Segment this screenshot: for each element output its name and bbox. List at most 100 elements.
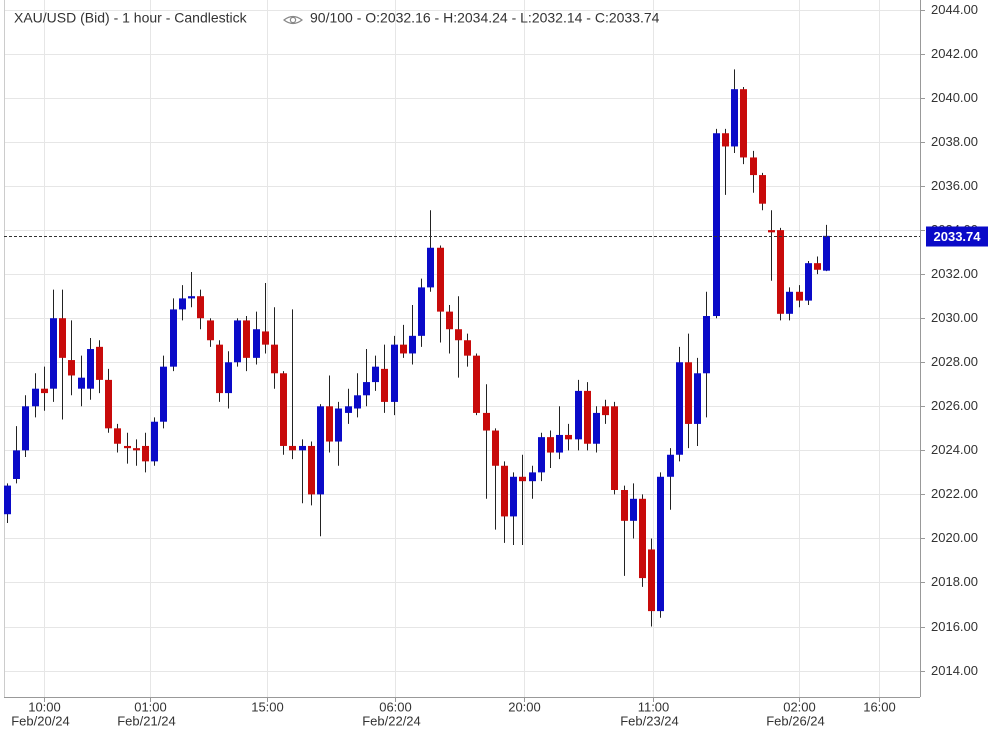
candle-body bbox=[418, 287, 425, 336]
candle-body bbox=[639, 498, 646, 579]
candle-body bbox=[584, 390, 591, 444]
y-tick-label: 2018.00 bbox=[931, 574, 978, 589]
candles bbox=[4, 69, 920, 627]
candle-body bbox=[124, 445, 131, 449]
y-tick-label: 2044.00 bbox=[931, 2, 978, 17]
candle-body bbox=[105, 379, 112, 429]
y-tick-label: 2038.00 bbox=[931, 134, 978, 149]
candle-body bbox=[694, 373, 701, 424]
candle-body bbox=[510, 476, 517, 517]
x-tick-label: 10:00 bbox=[28, 699, 61, 714]
candle-body bbox=[492, 430, 499, 466]
candle-body bbox=[280, 373, 287, 446]
candle-body bbox=[722, 133, 729, 147]
candle-body bbox=[299, 445, 306, 451]
last-price-tag bbox=[926, 226, 988, 247]
y-tick-label: 2024.00 bbox=[931, 442, 978, 457]
candle-body bbox=[151, 421, 158, 462]
candle-body bbox=[446, 311, 453, 330]
candle-body bbox=[391, 344, 398, 402]
candle-body bbox=[96, 346, 103, 380]
candle-body bbox=[667, 454, 674, 477]
candle-body bbox=[796, 291, 803, 301]
x-tick-label: 06:00 bbox=[379, 699, 412, 714]
candle-body bbox=[464, 340, 471, 356]
candle-body bbox=[823, 235, 830, 271]
x-date-label: Feb/21/24 bbox=[117, 713, 176, 728]
chart-title: XAU/USD (Bid) - 1 hour - Candlestick bbox=[14, 10, 248, 26]
candle-body bbox=[740, 89, 747, 158]
candle-body bbox=[621, 489, 628, 521]
candle-body bbox=[188, 296, 195, 299]
y-tick-label: 2040.00 bbox=[931, 90, 978, 105]
candle-body bbox=[473, 355, 480, 413]
candle-body bbox=[547, 437, 554, 453]
candle-body bbox=[207, 320, 214, 341]
candle-body bbox=[805, 263, 812, 301]
candle-body bbox=[253, 329, 260, 358]
candle-body bbox=[483, 412, 490, 431]
candle-body bbox=[777, 230, 784, 314]
candle-body bbox=[317, 406, 324, 495]
visibility-icon[interactable] bbox=[283, 15, 303, 25]
candle-body bbox=[713, 133, 720, 317]
candle-body bbox=[262, 331, 269, 345]
candle-body bbox=[22, 406, 29, 451]
y-tick-label: 2026.00 bbox=[931, 398, 978, 413]
x-tick-label: 02:00 bbox=[783, 699, 816, 714]
candle-body bbox=[630, 498, 637, 521]
y-tick-label: 2016.00 bbox=[931, 619, 978, 634]
candle-body bbox=[32, 388, 39, 407]
candle-body bbox=[611, 406, 618, 490]
candle-body bbox=[345, 406, 352, 413]
candle-body bbox=[197, 296, 204, 319]
candle-body bbox=[593, 412, 600, 444]
x-tick-label: 15:00 bbox=[251, 699, 284, 714]
y-tick-label: 2042.00 bbox=[931, 46, 978, 61]
candle-body bbox=[685, 362, 692, 424]
candle-body bbox=[501, 465, 508, 517]
x-tick-label: 01:00 bbox=[134, 699, 167, 714]
x-tick-label: 16:00 bbox=[863, 699, 896, 714]
candle-body bbox=[455, 329, 462, 341]
candle-body bbox=[243, 320, 250, 358]
x-date-label: Feb/26/24 bbox=[766, 713, 825, 728]
x-tick-label: 11:00 bbox=[638, 699, 670, 714]
candle-body bbox=[225, 362, 232, 394]
candle-body bbox=[271, 344, 278, 374]
candle-body bbox=[216, 344, 223, 394]
candle-body bbox=[114, 428, 121, 444]
candle-body bbox=[381, 368, 388, 402]
candle-body bbox=[786, 291, 793, 314]
y-tick-label: 2014.00 bbox=[931, 663, 978, 678]
y-tick-label: 2020.00 bbox=[931, 530, 978, 545]
y-tick-label: 2022.00 bbox=[931, 486, 978, 501]
candle-body bbox=[648, 549, 655, 612]
candle-body bbox=[437, 247, 444, 312]
candle-body bbox=[59, 318, 66, 358]
candle-body bbox=[750, 157, 757, 176]
candle-body bbox=[142, 445, 149, 462]
candle-body bbox=[326, 406, 333, 442]
candle-body bbox=[68, 360, 75, 376]
candle-body bbox=[427, 247, 434, 288]
candle-body bbox=[556, 434, 563, 453]
axes: 2014.00 2016.00 2018.00 2020.00 2022.00 2024.… bbox=[11, 2, 988, 728]
candle-body bbox=[363, 382, 370, 396]
candle-body bbox=[575, 390, 582, 440]
y-tick-label: 2036.00 bbox=[931, 178, 978, 193]
candle-body bbox=[731, 89, 738, 147]
candle-body bbox=[519, 476, 526, 482]
candle-body bbox=[768, 230, 775, 233]
candle-body bbox=[409, 335, 416, 354]
candle-body bbox=[759, 175, 766, 204]
candle-body bbox=[13, 450, 20, 479]
candle-body bbox=[814, 263, 821, 270]
candle-body bbox=[289, 445, 296, 451]
candle-body bbox=[78, 377, 85, 389]
last-price-label: 2033.74 bbox=[934, 229, 982, 244]
candle-body bbox=[160, 366, 167, 422]
